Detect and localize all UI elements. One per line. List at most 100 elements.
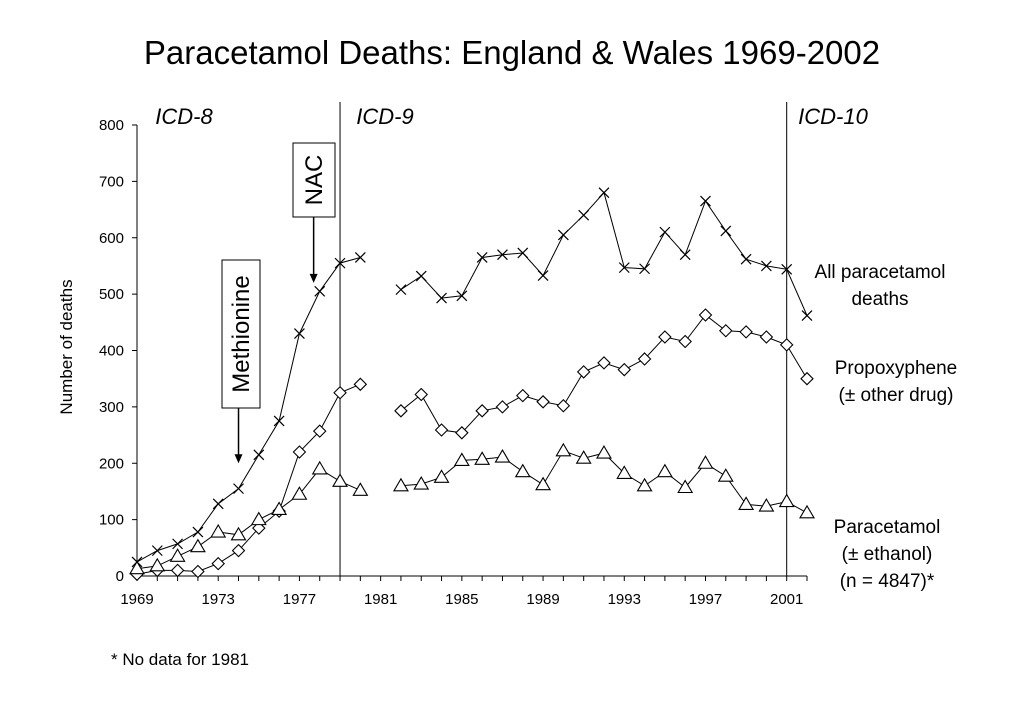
data-point-diamond xyxy=(515,388,530,403)
data-point-diamond xyxy=(779,338,794,352)
series-label-line: (± other drug) xyxy=(839,385,954,406)
data-point-diamond xyxy=(211,556,225,571)
data-point-diamond xyxy=(739,325,753,339)
x-tick-label: 1977 xyxy=(283,591,316,608)
classification-period-lines: ICD-8 ICD-9 ICD-10 xyxy=(155,102,869,576)
x-tick-label: 1997 xyxy=(689,591,722,608)
data-point-cross xyxy=(781,263,793,275)
period-label: ICD-8 xyxy=(155,104,213,129)
data-point-diamond xyxy=(252,521,266,535)
data-point-cross xyxy=(456,290,468,302)
data-point-triangle xyxy=(656,463,673,478)
data-point-triangle xyxy=(758,498,775,512)
series-line xyxy=(400,191,808,316)
data-point-cross xyxy=(740,253,752,265)
data-point-cross xyxy=(760,260,772,272)
y-tick-label: 400 xyxy=(99,343,124,360)
data-point-diamond xyxy=(292,445,307,459)
data-point-cross xyxy=(700,195,711,207)
period-label: ICD-9 xyxy=(356,104,413,129)
data-point-diamond xyxy=(434,423,449,437)
data-point-triangle xyxy=(677,479,694,494)
data-point-triangle xyxy=(474,451,491,465)
data-point-diamond xyxy=(394,404,408,418)
data-point-triangle xyxy=(717,468,734,482)
data-point-cross xyxy=(253,449,265,461)
data-point-diamond xyxy=(556,398,571,413)
data-point-triangle xyxy=(332,473,348,487)
annotation-box xyxy=(292,142,336,218)
annotations: Methionine NAC xyxy=(221,142,336,464)
data-point-diamond xyxy=(475,404,489,418)
data-point-cross xyxy=(618,262,630,274)
data-point-cross xyxy=(192,526,204,538)
data-point-triangle xyxy=(291,486,308,500)
x-tick-label: 1985 xyxy=(445,591,478,608)
series-label-diamond: Propoxyphene (± other drug) xyxy=(835,358,958,406)
series-group xyxy=(129,187,815,582)
data-point-diamond xyxy=(536,395,550,409)
data-point-triangle xyxy=(494,448,511,463)
data-point-cross xyxy=(578,209,590,221)
series-line xyxy=(136,468,361,570)
data-point-triangle xyxy=(453,452,470,466)
data-point-cross xyxy=(476,252,488,263)
data-point-diamond xyxy=(455,426,469,440)
data-point-diamond xyxy=(658,330,672,344)
data-point-cross xyxy=(334,257,346,269)
data-point-diamond xyxy=(495,400,510,414)
data-point-triangle xyxy=(271,501,288,516)
chart-title: Paracetamol Deaths: England & Wales 1969… xyxy=(143,34,881,71)
y-tick-label: 0 xyxy=(116,568,124,585)
y-tick-label: 200 xyxy=(99,455,124,472)
data-point-cross xyxy=(415,270,427,282)
data-point-cross xyxy=(314,285,326,297)
data-point-triangle xyxy=(230,526,247,541)
data-point-triangle xyxy=(575,450,592,464)
annotation-box xyxy=(221,259,261,409)
y-tick-label: 600 xyxy=(99,230,124,247)
data-point-cross xyxy=(212,498,224,510)
data-point-cross xyxy=(497,249,508,261)
data-point-diamond xyxy=(231,543,246,558)
data-point-triangle xyxy=(778,493,795,508)
series-cross xyxy=(131,187,813,568)
data-point-diamond xyxy=(637,352,652,366)
data-point-triangle xyxy=(352,482,369,496)
data-point-cross xyxy=(679,249,691,261)
data-point-triangle xyxy=(129,560,145,575)
data-point-triangle xyxy=(169,548,186,562)
y-tick-label: 100 xyxy=(99,512,124,529)
data-point-diamond xyxy=(800,371,814,386)
period-label: ICD-10 xyxy=(798,104,868,129)
y-tick-label: 300 xyxy=(99,399,124,416)
data-point-cross xyxy=(172,538,184,550)
x-tick-label: 1993 xyxy=(608,591,641,608)
data-point-diamond xyxy=(312,424,327,438)
series-label-triangle: Paracetamol (± ethanol) (n = 4847)* xyxy=(834,517,941,592)
data-point-cross xyxy=(720,225,732,237)
footnote: * No data for 1981 xyxy=(111,650,249,669)
annotation-arrowhead xyxy=(234,454,243,464)
data-point-triangle xyxy=(413,476,430,490)
data-point-triangle xyxy=(596,445,612,459)
data-point-cross xyxy=(151,545,163,557)
data-point-diamond xyxy=(597,356,611,370)
data-point-diamond xyxy=(759,330,774,344)
annotation-nac: NAC xyxy=(292,142,336,283)
x-tick-label: 1981 xyxy=(364,591,397,608)
x-tick-label: 1973 xyxy=(202,591,235,608)
data-point-triangle xyxy=(250,511,267,526)
data-point-cross xyxy=(801,310,813,321)
data-point-cross xyxy=(639,263,651,275)
data-point-diamond xyxy=(678,334,692,349)
data-point-cross xyxy=(233,483,244,495)
annotation-label: NAC xyxy=(301,155,328,206)
data-point-cross xyxy=(598,187,610,199)
data-point-triangle xyxy=(189,538,206,553)
y-tick-label: 800 xyxy=(99,117,124,134)
annotation-arrowhead xyxy=(309,273,318,283)
data-point-triangle xyxy=(535,476,552,491)
series-line xyxy=(136,257,361,563)
